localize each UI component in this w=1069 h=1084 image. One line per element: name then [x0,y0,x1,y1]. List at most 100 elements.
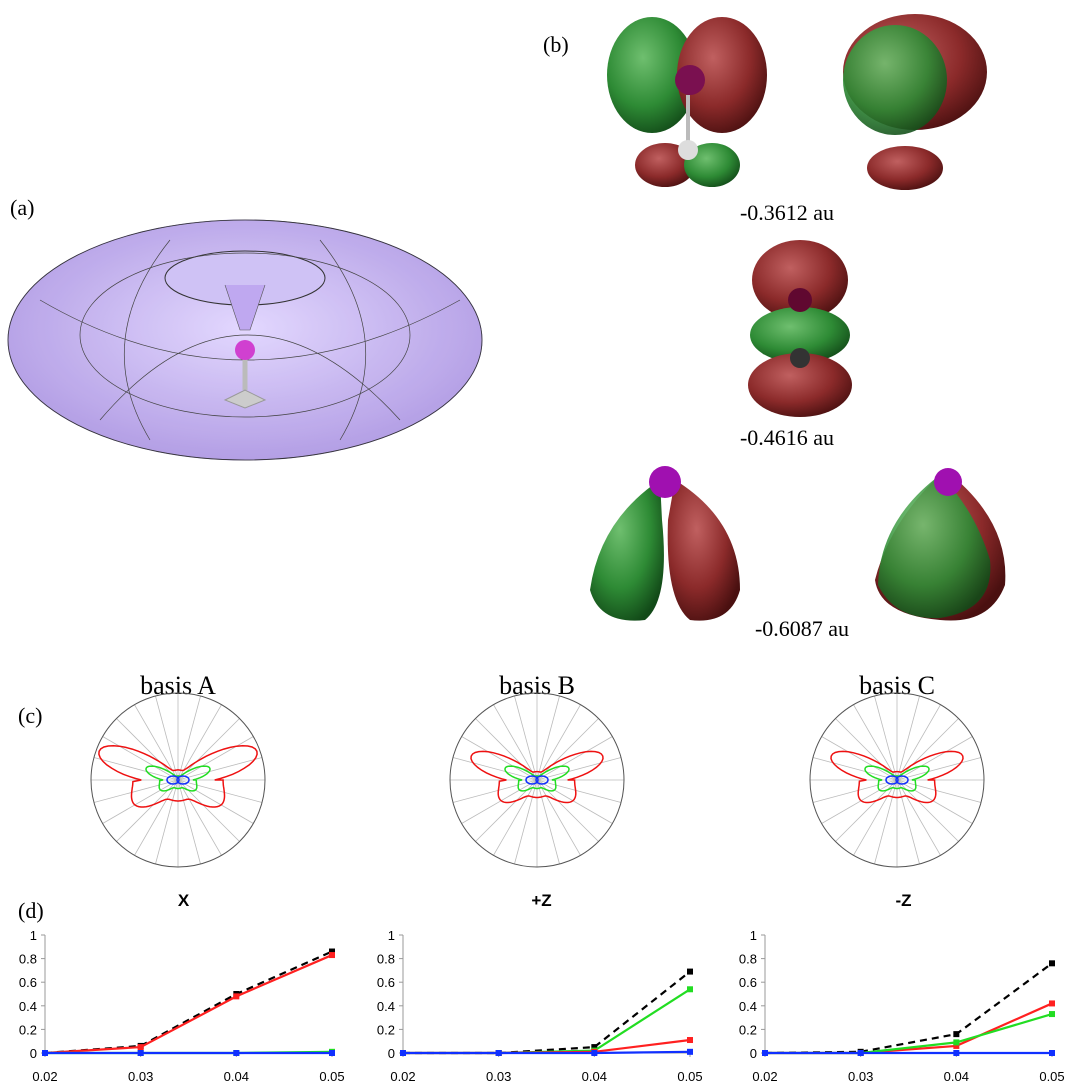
data-point [1049,1011,1055,1017]
polar-spoke [135,705,179,780]
x-tick-label: 0.03 [128,1069,153,1084]
polar-spoke [514,780,537,864]
y-tick-label: 0 [388,1046,395,1061]
polar-spoke [178,737,253,781]
polar-spoke [178,757,262,780]
data-point [233,1050,239,1056]
polar-spoke [494,780,538,855]
polar-spoke [178,705,222,780]
series-line [765,1003,1052,1053]
polar-spoke [897,780,920,864]
y-tick-label: 0.2 [377,1022,395,1037]
x-tick-label: 0.02 [752,1069,777,1084]
y-tick-label: 0 [750,1046,757,1061]
data-point [858,1050,864,1056]
line-charts: X 0 0.2 0.4 0.6 0.8 1 0.02 0.03 0.04 0.05 +Z 0 0.2 0.4… [19,891,1065,1084]
y-tick-label: 0.6 [19,975,37,990]
data-point [138,1044,144,1050]
polar-spoke [854,780,898,855]
polar-spoke [537,780,560,864]
polar-spoke [462,737,537,781]
x-tick-label: 0.05 [677,1069,702,1084]
data-point [233,993,239,999]
polar-spoke [897,705,941,780]
polar-spoke [178,780,222,855]
data-point [329,952,335,958]
y-tick-label: 0.8 [377,952,395,967]
data-point [687,969,693,975]
series-line [765,963,1052,1053]
figure: (a) (b) (c) (d) -0.3612 au -0.4616 au -0… [0,0,1069,1084]
y-tick-label: 0 [30,1046,37,1061]
data-point [687,1049,693,1055]
y-tick-label: 0.4 [377,999,395,1014]
y-tick-label: 0.6 [739,975,757,990]
y-tick-label: 1 [750,928,757,943]
data-point [591,1050,597,1056]
series-line [765,1014,1052,1053]
data-point [1049,960,1055,966]
torus-isosurface [8,220,482,460]
series-line [403,989,690,1053]
polar-spoke [537,705,581,780]
y-tick-label: 0.6 [377,975,395,990]
polar-plots: basis Abasis Bbasis C [91,671,984,867]
data-point [953,1031,959,1037]
chart-title: +Z [531,891,551,910]
series-line [403,972,690,1053]
y-tick-label: 0.2 [19,1022,37,1037]
chart-title: X [178,891,190,910]
polar-spoke [178,780,253,824]
data-point [138,1050,144,1056]
data-point [400,1050,406,1056]
x-tick-label: 0.05 [1039,1069,1064,1084]
x-tick-label: 0.04 [582,1069,607,1084]
polar-spoke [874,780,897,864]
y-tick-label: 1 [30,928,37,943]
polar-spoke [103,780,178,824]
panel-label: (d) [18,898,44,923]
panel-label: (b) [543,32,569,57]
x-tick-label: 0.03 [486,1069,511,1084]
series-line [403,1052,690,1053]
x-tick-label: 0.04 [944,1069,969,1084]
data-point [953,1039,959,1045]
polar-spoke [94,757,178,780]
polar-spoke [178,780,201,864]
y-tick-label: 1 [388,928,395,943]
data-point [1049,1050,1055,1056]
energy-label: -0.6087 au [755,616,849,641]
data-point [953,1050,959,1056]
polar-spoke [537,737,612,781]
polar-spoke [494,705,538,780]
polar-spoke [822,737,897,781]
x-tick-label: 0.05 [319,1069,344,1084]
panel-label: (c) [18,703,42,728]
y-tick-label: 0.2 [739,1022,757,1037]
data-point [329,1050,335,1056]
data-point [1049,1000,1055,1006]
y-tick-label: 0.4 [19,999,37,1014]
polar-spoke [135,780,179,855]
polar-spoke [897,780,941,855]
data-point [687,1037,693,1043]
energy-label: -0.3612 au [740,200,834,225]
energy-label: -0.4616 au [740,425,834,450]
polar-spoke [155,780,178,864]
panel-label: (a) [10,195,34,220]
x-tick-label: 0.02 [32,1069,57,1084]
series-line [45,955,332,1053]
chart-title: -Z [895,891,911,910]
x-tick-label: 0.02 [390,1069,415,1084]
polar-spoke [897,737,972,781]
polar-spoke [537,780,581,855]
orbitals [590,14,1005,621]
data-point [42,1050,48,1056]
series-line [45,952,332,1053]
polar-spoke [854,705,898,780]
polar-spoke [103,737,178,781]
x-tick-label: 0.04 [224,1069,249,1084]
y-tick-label: 0.4 [739,999,757,1014]
x-tick-label: 0.03 [848,1069,873,1084]
y-tick-label: 0.8 [739,952,757,967]
